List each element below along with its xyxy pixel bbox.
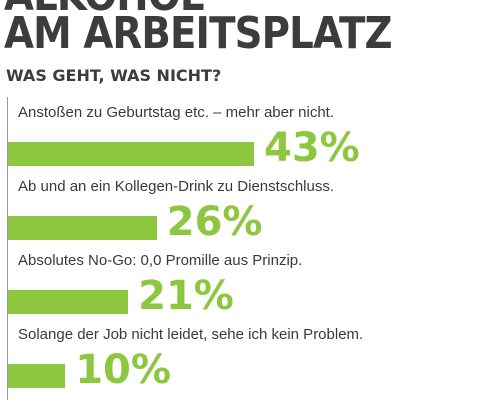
bar <box>8 142 254 166</box>
bar-value-label: 10% <box>75 347 171 393</box>
chart-subtitle: WAS GEHT, WAS NICHT? <box>6 66 222 85</box>
bar-value-label: 43% <box>264 125 360 171</box>
bar <box>8 216 157 240</box>
bar-row: Anstoßen zu Geburtstag etc. – mehr aber … <box>0 104 500 184</box>
bar-category-label: Absolutes No-Go: 0,0 Promille aus Prinzi… <box>18 252 303 269</box>
bar <box>8 290 129 314</box>
bar-value-label: 26% <box>166 199 263 245</box>
bar <box>8 364 66 388</box>
bar-row: Ab und an ein Kollegen-Drink zu Dienstsc… <box>0 178 500 258</box>
bar-value-label: 21% <box>138 273 234 319</box>
bar-category-label: Solange der Job nicht leidet, sehe ich k… <box>18 326 364 343</box>
bar-row: Solange der Job nicht leidet, sehe ich k… <box>0 326 500 406</box>
bar-category-label: Anstoßen zu Geburtstag etc. – mehr aber … <box>18 104 334 121</box>
chart-title: AM ARBEITSPLATZ <box>4 8 393 59</box>
bar-category-label: Ab und an ein Kollegen-Drink zu Dienstsc… <box>18 178 335 195</box>
bar-row: Absolutes No-Go: 0,0 Promille aus Prinzi… <box>0 252 500 332</box>
axis-line <box>7 97 8 400</box>
title-cut-text: ALKOHOL <box>4 0 205 21</box>
